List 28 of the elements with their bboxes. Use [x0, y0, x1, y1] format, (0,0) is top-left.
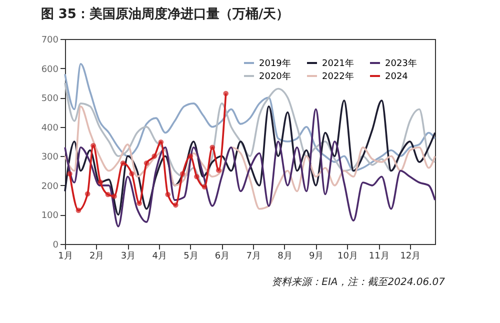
- y-tick-label: 400: [41, 123, 59, 134]
- x-tick-label: 9月: [308, 252, 324, 262]
- legend-label: 2023年: [385, 58, 417, 69]
- x-tick-label: 1月: [58, 252, 73, 262]
- x-tick-label: 8月: [278, 252, 292, 262]
- x-tick-label: 12月: [400, 252, 421, 262]
- y-tick-label: 200: [41, 182, 59, 192]
- chart-title: 图 35：美国原油周度净进口量（万桶/天）: [40, 6, 290, 22]
- x-tick-label: 5月: [184, 252, 198, 262]
- x-tick-label: 3月: [120, 252, 136, 262]
- x-tick-label: 11月: [368, 252, 390, 262]
- legend-label: 2022年: [322, 71, 354, 82]
- x-tick-label: 4月: [152, 252, 167, 262]
- y-tick-label: 300: [41, 152, 59, 163]
- y-tick-label: 0: [52, 240, 59, 250]
- x-tick-label: 6月: [214, 252, 230, 262]
- x-tick-label: 7月: [246, 252, 262, 262]
- legend-label: 2024: [385, 72, 408, 82]
- x-tick-label: 2月: [89, 252, 104, 262]
- x-tick-label: 10月: [337, 252, 358, 262]
- legend-label: 2020年: [259, 71, 291, 82]
- y-tick-label: 700: [41, 36, 59, 46]
- legend-label: 2021年: [322, 58, 354, 69]
- y-tick-label: 500: [41, 94, 59, 104]
- legend-label: 2019年: [259, 58, 291, 69]
- y-tick-label: 600: [41, 64, 59, 75]
- y-tick-label: 100: [41, 211, 59, 222]
- text: 资料来源：EIA，注：截至2024.06.07: [272, 276, 446, 288]
